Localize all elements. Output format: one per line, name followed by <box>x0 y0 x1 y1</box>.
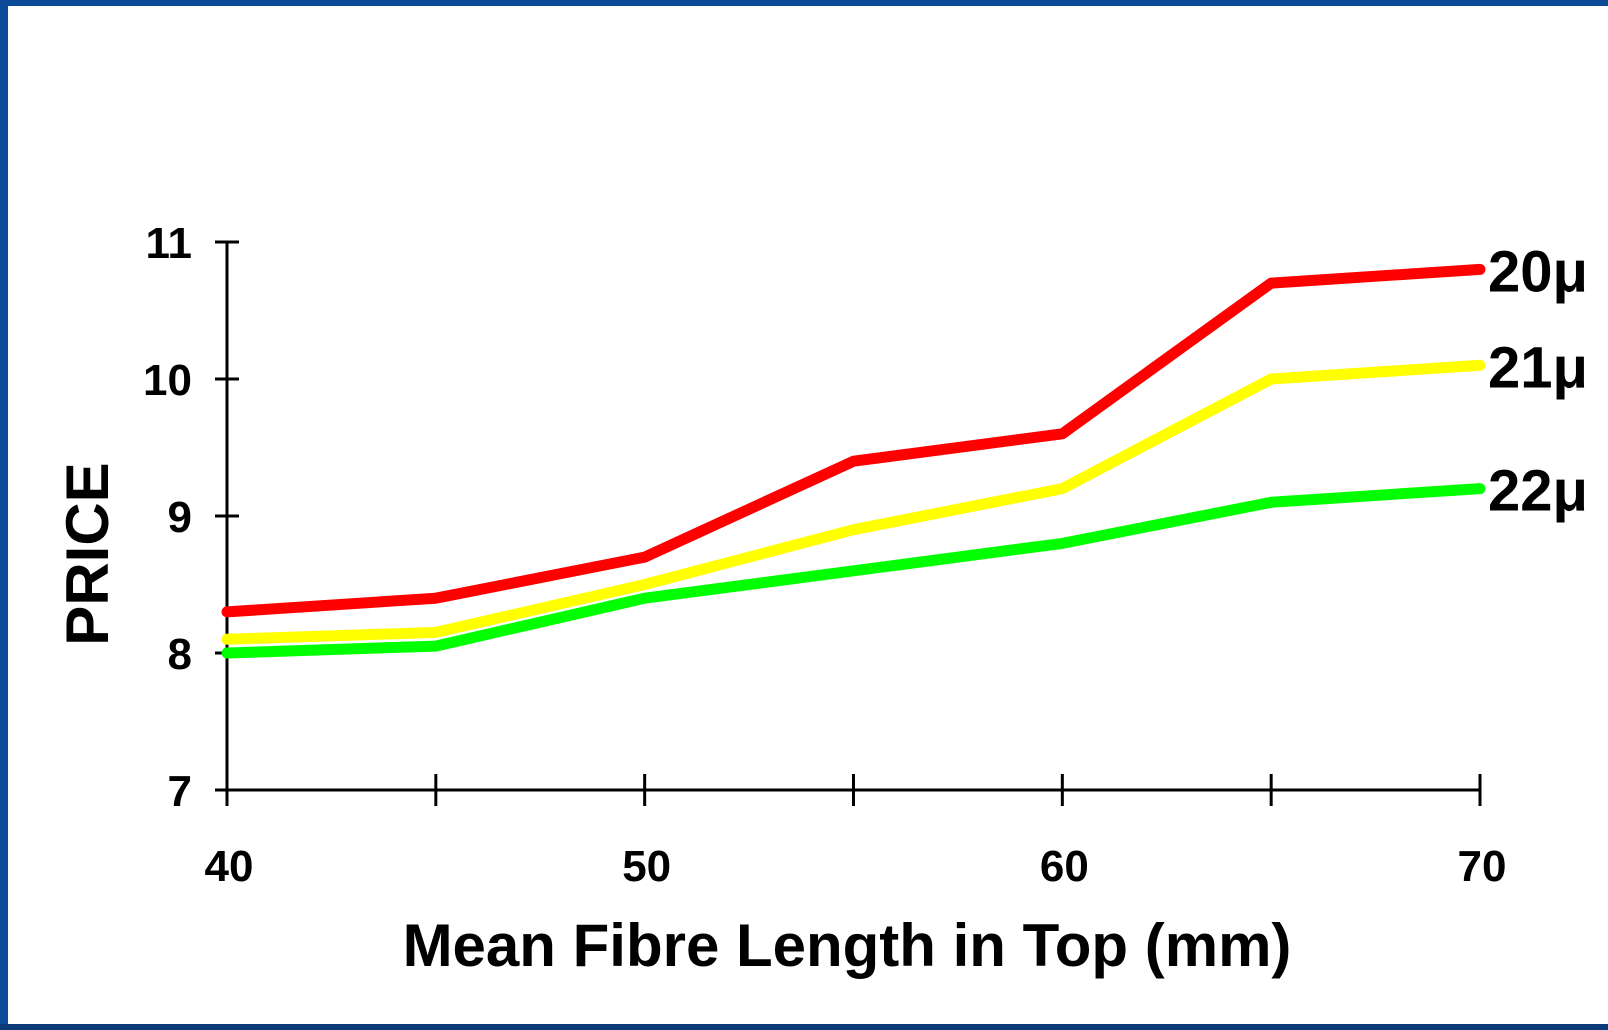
y-tick-label: 10 <box>143 356 192 405</box>
y-tick-label: 8 <box>168 630 192 679</box>
line-chart: 7 8 9 10 11 40 50 60 70 20μ 21μ 22μ Mean Fibre Leng… <box>54 219 1588 979</box>
x-tick-label: 70 <box>1458 842 1507 891</box>
x-tick-label: 40 <box>205 842 254 891</box>
tick-labels: 7 8 9 10 11 40 50 60 70 20μ 21μ 22μ <box>143 219 1588 891</box>
series-label-2: 21μ <box>1488 335 1588 400</box>
series-label-3: 22μ <box>1488 459 1588 524</box>
series-lines <box>221 263 1486 659</box>
series-line-2 <box>221 359 1486 645</box>
x-tick-label: 50 <box>622 842 671 891</box>
y-axis-title: PRICE <box>54 462 121 645</box>
y-tick-label: 11 <box>145 219 192 268</box>
y-tick-label: 7 <box>168 767 192 816</box>
series-line-1 <box>221 263 1486 618</box>
series-line-3 <box>221 483 1486 659</box>
series-label-1: 20μ <box>1488 239 1588 304</box>
x-tick-label: 60 <box>1040 842 1089 891</box>
axes <box>215 240 1482 806</box>
y-tick-label: 9 <box>168 493 192 542</box>
x-axis-title: Mean Fibre Length in Top (mm) <box>403 912 1292 979</box>
